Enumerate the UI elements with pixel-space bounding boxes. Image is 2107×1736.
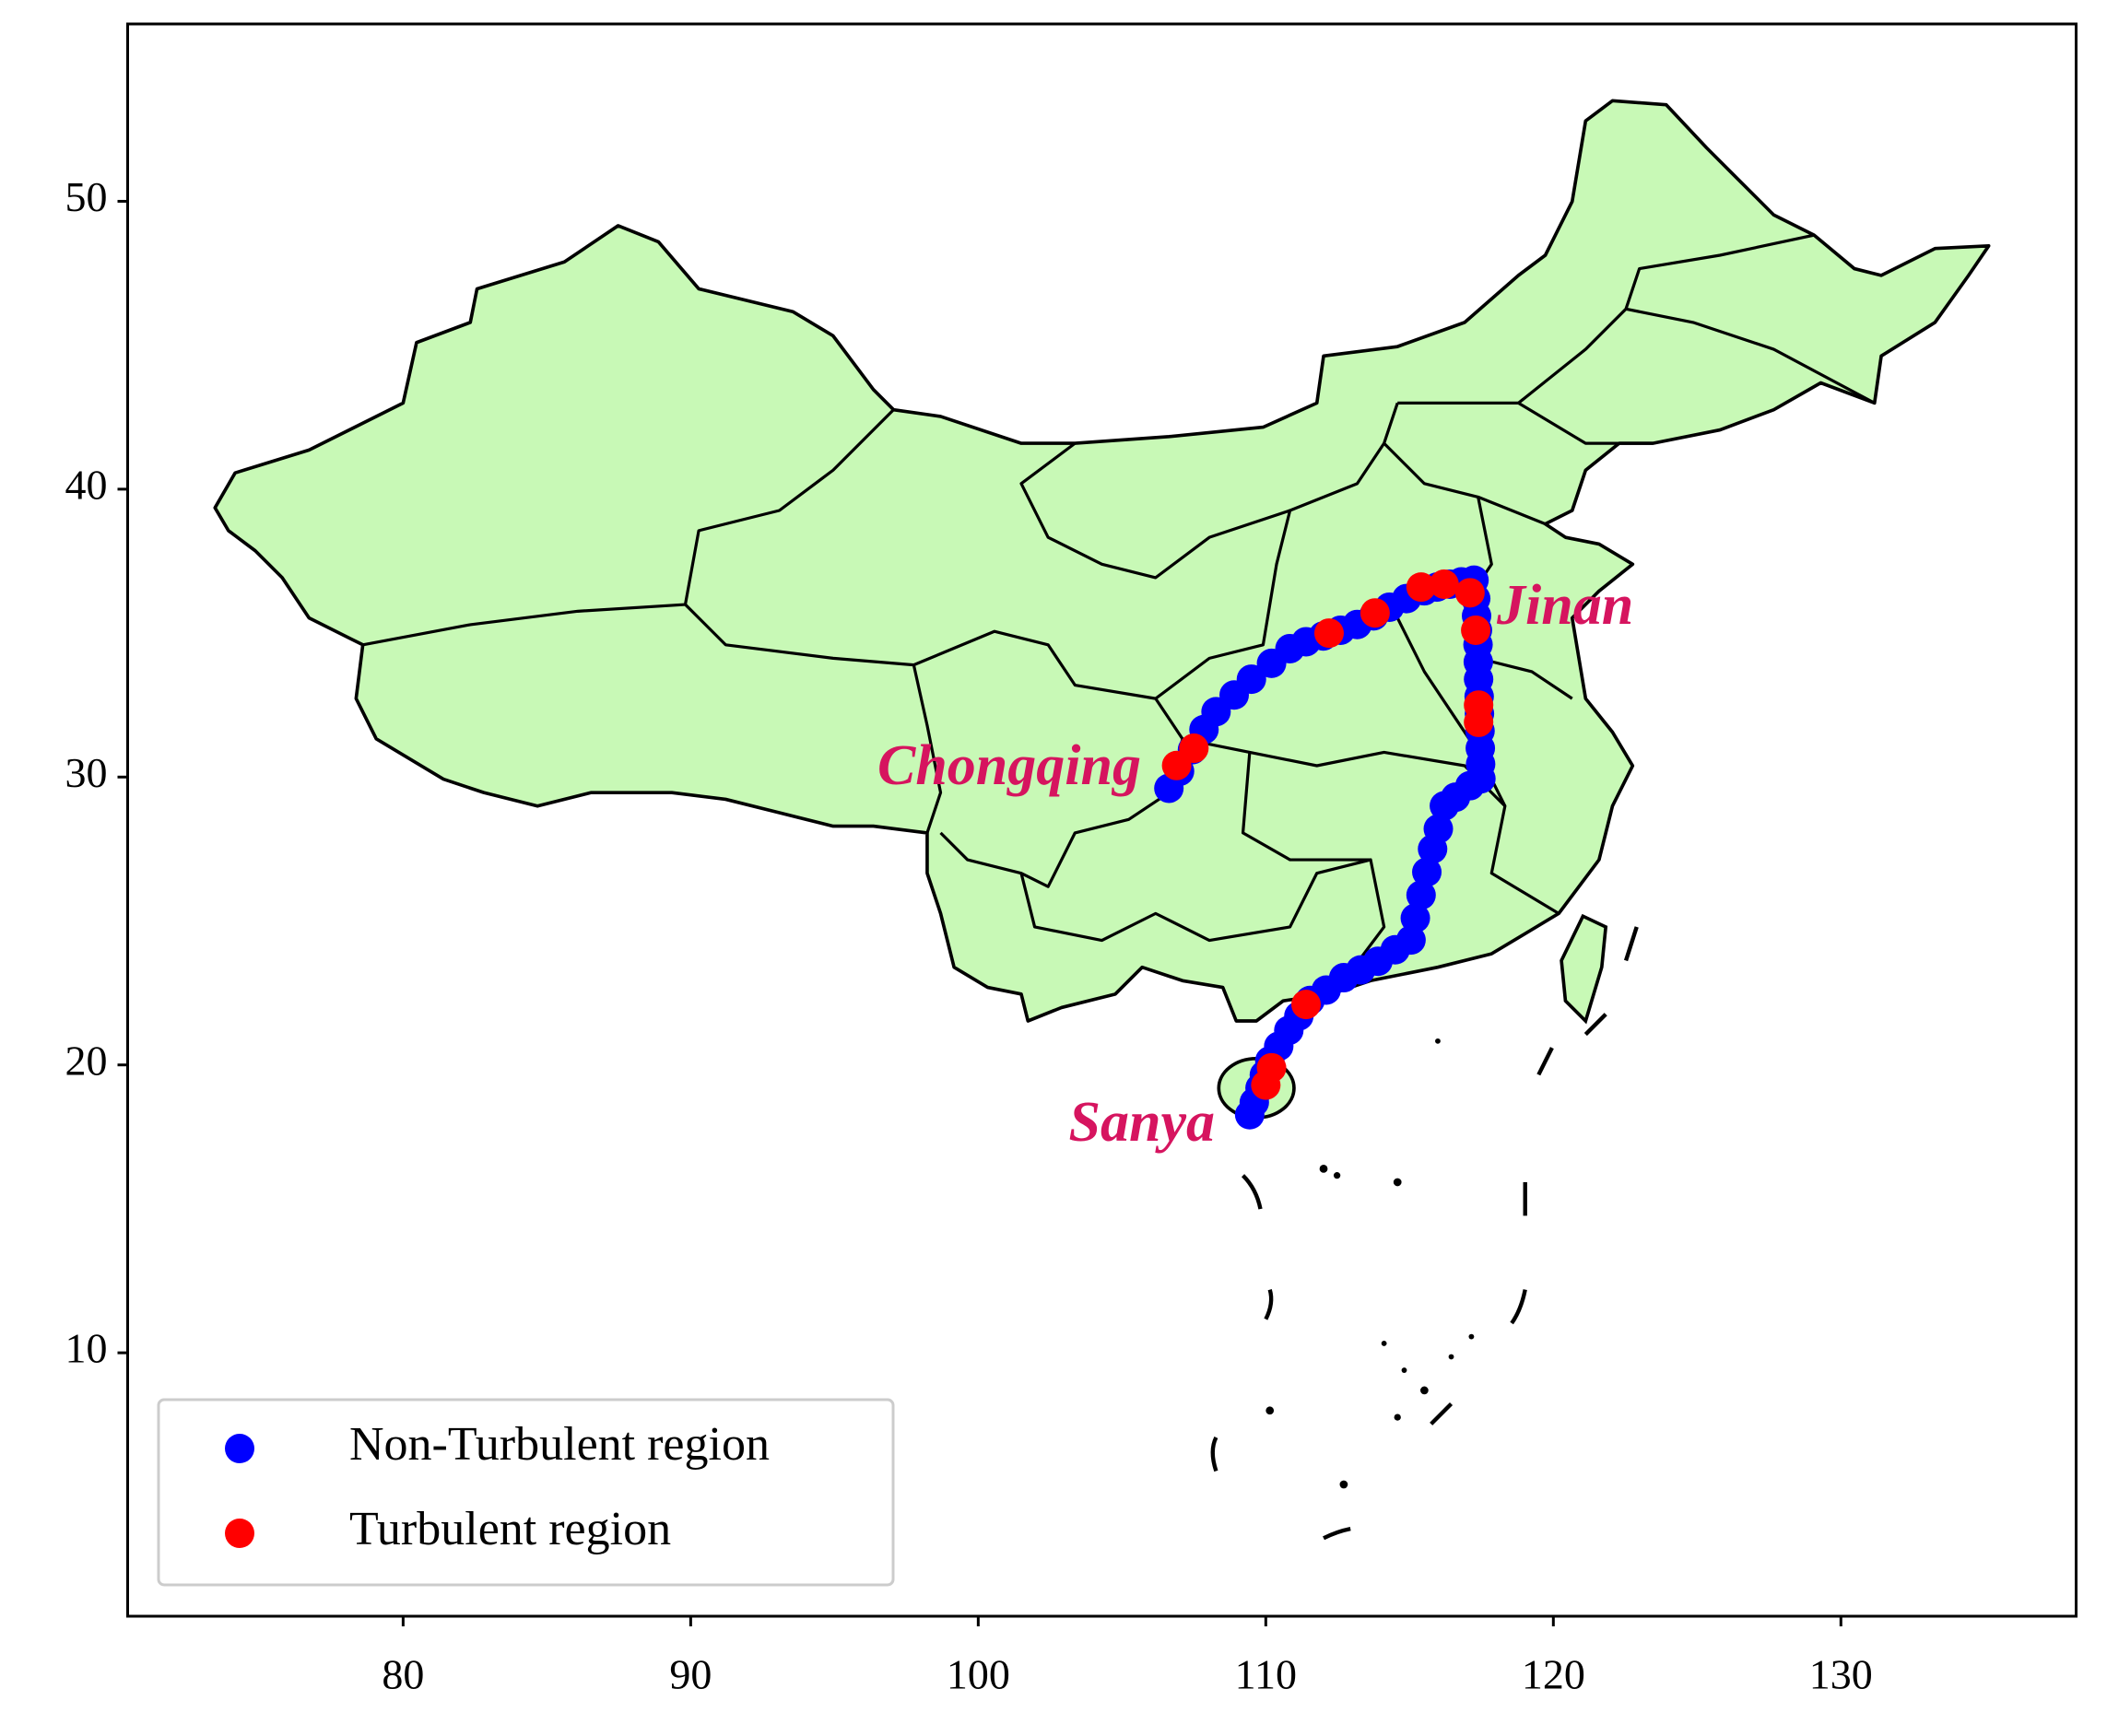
legend-box bbox=[157, 1398, 895, 1587]
point bbox=[1406, 572, 1436, 603]
point bbox=[1454, 578, 1485, 608]
point bbox=[1291, 990, 1322, 1020]
y-tick-label: 50 bbox=[65, 173, 108, 220]
point bbox=[1429, 569, 1459, 599]
x-tick-label: 130 bbox=[1809, 1651, 1873, 1698]
point bbox=[1412, 857, 1442, 887]
point bbox=[1313, 618, 1344, 649]
annotation: Chongqing bbox=[877, 734, 1141, 797]
point bbox=[1461, 615, 1491, 645]
islands bbox=[1265, 1038, 1475, 1489]
legend: Non-Turbulent region Turbulent region bbox=[157, 1398, 895, 1587]
legend-label: Turbulent region bbox=[349, 1503, 671, 1555]
point bbox=[1251, 1070, 1281, 1100]
point bbox=[1406, 880, 1436, 910]
point bbox=[1234, 1099, 1265, 1130]
taiwan bbox=[1560, 913, 1608, 1025]
point bbox=[1236, 664, 1266, 695]
point bbox=[1430, 791, 1460, 821]
point bbox=[1400, 903, 1430, 933]
basemap bbox=[213, 99, 1991, 1541]
y-tick-label: 40 bbox=[65, 461, 108, 508]
x-tick-label: 80 bbox=[382, 1651, 424, 1698]
x-tick-label: 120 bbox=[1522, 1651, 1585, 1698]
point bbox=[1464, 707, 1494, 737]
y-tick-label: 10 bbox=[65, 1325, 108, 1372]
annotation: Sanya bbox=[1069, 1091, 1215, 1154]
annotation: Jinan bbox=[1496, 574, 1633, 637]
x-tick-label: 110 bbox=[1235, 1651, 1297, 1698]
y-tick-label: 20 bbox=[65, 1037, 108, 1084]
axes-frame bbox=[126, 22, 2078, 1618]
point bbox=[1179, 733, 1209, 764]
china-outline bbox=[213, 99, 1991, 1023]
x-tick-label: 100 bbox=[947, 1651, 1010, 1698]
point bbox=[1360, 598, 1390, 628]
legend-marker bbox=[225, 1434, 254, 1463]
x-tick-label: 90 bbox=[669, 1651, 712, 1698]
legend-marker bbox=[225, 1519, 254, 1548]
legend-label: Non-Turbulent region bbox=[349, 1418, 770, 1471]
nine-dash-line bbox=[1210, 926, 1639, 1541]
y-tick-label: 30 bbox=[65, 749, 108, 796]
point bbox=[1418, 834, 1448, 864]
